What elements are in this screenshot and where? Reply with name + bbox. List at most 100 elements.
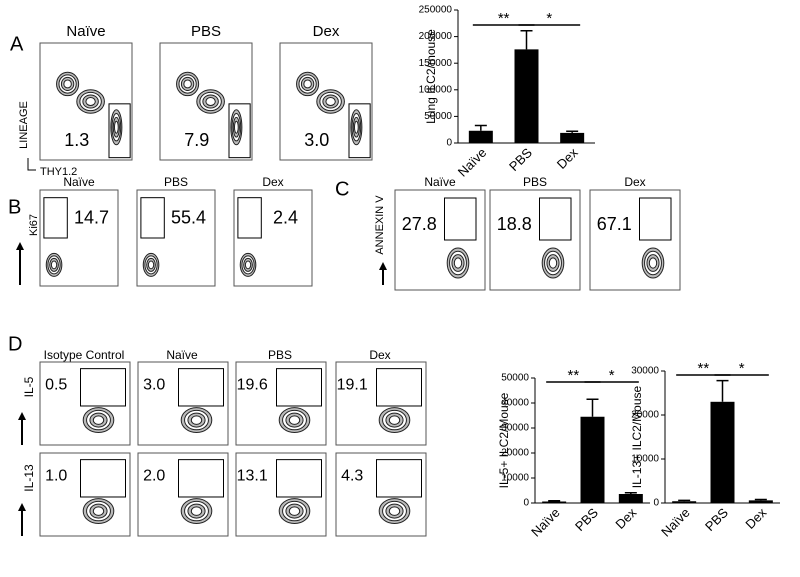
plot-title: Dex — [262, 175, 283, 189]
contour — [183, 79, 192, 89]
y-tick-label: 150000 — [419, 58, 453, 69]
axis-label: ANNEXIN V — [374, 195, 386, 255]
flow-plot — [235, 361, 327, 446]
y-tick-label: 30000 — [631, 366, 659, 377]
arrow-head — [18, 412, 26, 420]
error-bar — [520, 29, 533, 50]
gate — [108, 103, 131, 159]
axis-label: IL-13 — [22, 464, 36, 492]
y-tick-label: 40000 — [501, 398, 529, 409]
gate — [80, 368, 126, 407]
bar — [748, 500, 773, 503]
panel-letter: D — [8, 333, 22, 355]
x-tick-label: Dex — [554, 145, 581, 172]
significance: ** — [498, 10, 510, 27]
significance: * — [739, 360, 745, 377]
gate — [228, 103, 251, 159]
contour — [50, 260, 58, 270]
y-tick-label: 50000 — [424, 111, 452, 122]
gate — [178, 368, 224, 407]
axis-label: Ki67 — [28, 214, 40, 236]
plot-title: Naïve — [424, 175, 456, 189]
error-bar — [566, 130, 579, 133]
gate-value: 2.4 — [273, 208, 298, 228]
error-bar — [548, 500, 561, 502]
gate — [539, 197, 572, 241]
flow-plot — [39, 361, 131, 446]
gate — [276, 459, 322, 498]
contour — [453, 257, 463, 269]
contour — [288, 415, 301, 425]
y-tick-label: 30000 — [501, 423, 529, 434]
x-tick-label: Dex — [612, 505, 639, 532]
gate-value: 19.1 — [337, 376, 368, 393]
contour — [303, 79, 312, 89]
error-bar — [754, 498, 767, 501]
gate-value: 55.4 — [171, 208, 206, 228]
gate — [237, 197, 262, 239]
y-tick-label: 0 — [653, 498, 659, 509]
gate-value: 4.3 — [341, 467, 363, 484]
contour — [92, 506, 105, 516]
y-tick-label: 10000 — [501, 473, 529, 484]
gate-value: 1.0 — [45, 467, 67, 484]
gate — [178, 459, 224, 498]
bar — [468, 130, 493, 143]
flow-plot — [39, 452, 131, 537]
gate — [639, 197, 672, 241]
plot-title: PBS — [191, 23, 221, 40]
x-tick-label: PBS — [506, 145, 535, 174]
gate-value: 27.8 — [402, 214, 437, 234]
bar — [580, 416, 605, 503]
gate — [444, 197, 477, 241]
significance: * — [546, 10, 552, 27]
gate-value: 18.8 — [497, 214, 532, 234]
contour — [147, 260, 155, 270]
plot-title: PBS — [164, 175, 188, 189]
x-tick-label: Naïve — [455, 145, 490, 180]
contour — [63, 79, 72, 89]
plot-title: Naïve — [166, 348, 198, 362]
gate — [140, 197, 165, 239]
gate-value: 13.1 — [237, 467, 268, 484]
plot-title: Dex — [313, 23, 340, 40]
bar — [542, 501, 567, 503]
bar — [560, 132, 585, 143]
contour — [233, 120, 239, 134]
gate-value: 0.5 — [45, 376, 67, 393]
flow-plot — [335, 452, 427, 537]
contour — [244, 260, 252, 270]
plot-title: PBS — [268, 348, 292, 362]
panel-letter: B — [8, 196, 21, 218]
x-tick-label: Naïve — [528, 505, 563, 540]
y-tick-label: 250000 — [419, 5, 453, 16]
x-tick-label: Naïve — [658, 505, 693, 540]
contour — [353, 120, 359, 134]
contour — [325, 97, 336, 106]
x-tick-label: Dex — [742, 505, 769, 532]
plot-title: Dex — [624, 175, 645, 189]
gate — [376, 368, 422, 407]
gate — [276, 368, 322, 407]
flow-plot — [137, 452, 229, 537]
contour — [388, 415, 401, 425]
x-tick-label: PBS — [572, 505, 601, 534]
contour — [190, 506, 203, 516]
plot-title: PBS — [523, 175, 547, 189]
axis-arrow — [27, 158, 36, 171]
contour — [648, 257, 658, 269]
gate — [43, 197, 68, 239]
error-bar — [586, 398, 599, 417]
arrow-head — [16, 242, 24, 250]
y-tick-label: 200000 — [419, 31, 453, 42]
flow-plot — [235, 452, 327, 537]
gate-value: 67.1 — [597, 214, 632, 234]
panel-letter: A — [10, 33, 24, 55]
y-tick-label: 0 — [446, 138, 452, 149]
y-tick-label: 50000 — [501, 373, 529, 384]
gate-value: 1.3 — [64, 130, 89, 150]
plot-title: Isotype Control — [44, 348, 125, 362]
contour — [388, 506, 401, 516]
contour — [548, 257, 558, 269]
